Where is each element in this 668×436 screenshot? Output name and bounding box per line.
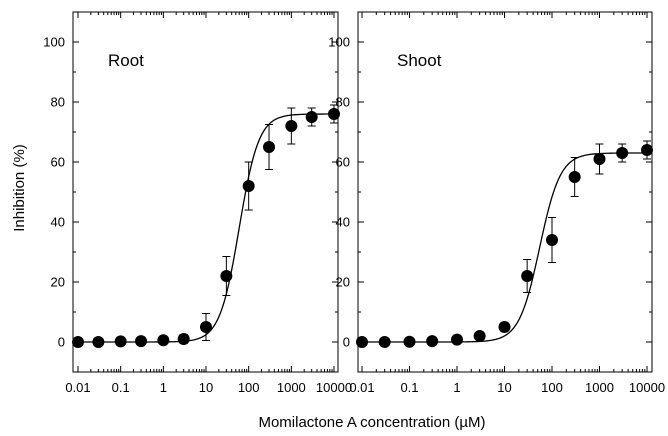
y-tick-label: 100 (43, 35, 65, 50)
y-tick-label: 80 (336, 95, 350, 110)
data-point (114, 335, 127, 348)
data-point (285, 120, 298, 132)
data-point (378, 336, 391, 348)
data-point (498, 321, 511, 333)
data-point (242, 180, 255, 192)
fit-curve (78, 113, 335, 343)
y-tick-label: 60 (51, 155, 65, 170)
y-axis-title: Inhibition (%) (11, 144, 28, 232)
y-tick-label: 40 (51, 215, 65, 230)
data-point (451, 333, 463, 346)
data-point (568, 171, 581, 183)
data-point (200, 321, 212, 333)
data-point (473, 330, 486, 342)
x-axis-title: Momilactone A concentration (µM) (258, 414, 485, 431)
data-point (546, 234, 558, 246)
data-point (305, 111, 318, 123)
x-tick-label: 0.1 (112, 380, 130, 395)
data-point (72, 336, 84, 348)
x-tick-label: 100 (238, 380, 260, 395)
x-tick-label: 100 (541, 380, 563, 395)
y-tick-label: 0 (58, 335, 65, 350)
panel-label: Shoot (397, 51, 442, 70)
y-tick-label: 0 (343, 335, 350, 350)
x-tick-label: 1000 (585, 380, 614, 395)
data-point (403, 335, 416, 348)
data-point (220, 270, 233, 282)
data-point (157, 334, 170, 347)
x-tick-label: 1000 (277, 380, 306, 395)
data-point (593, 153, 606, 165)
x-tick-label: 1 (160, 380, 167, 395)
data-point (616, 147, 629, 159)
data-point (328, 108, 340, 120)
data-point (426, 335, 439, 348)
data-point (263, 141, 276, 153)
x-tick-label: 0.01 (349, 380, 374, 395)
panel-2: 0 20 40 60 80 100 0.01 0.1 1 10 100 1000 10000 Shoot (328, 11, 665, 395)
data-point (92, 336, 105, 348)
y-tick-label: 40 (336, 215, 350, 230)
x-tick-label: 10 (199, 380, 213, 395)
fit-curve (362, 152, 647, 343)
y-tick-label: 60 (336, 155, 350, 170)
data-point (356, 336, 368, 348)
data-point (135, 335, 148, 348)
data-point (521, 270, 534, 282)
panel-label: Root (108, 51, 144, 70)
y-tick-label: 20 (51, 275, 65, 290)
x-tick-label: 0.1 (400, 380, 418, 395)
x-tick-label: 0.01 (65, 380, 90, 395)
x-tick-label: 1 (453, 380, 460, 395)
x-tick-label: 10000 (316, 380, 352, 395)
x-tick-label: 10000 (629, 380, 665, 395)
data-point (177, 333, 190, 345)
y-tick-label: 20 (336, 275, 350, 290)
y-tick-label: 100 (328, 35, 350, 50)
data-point (641, 144, 653, 156)
y-tick-label: 80 (51, 95, 65, 110)
x-tick-label: 10 (497, 380, 511, 395)
